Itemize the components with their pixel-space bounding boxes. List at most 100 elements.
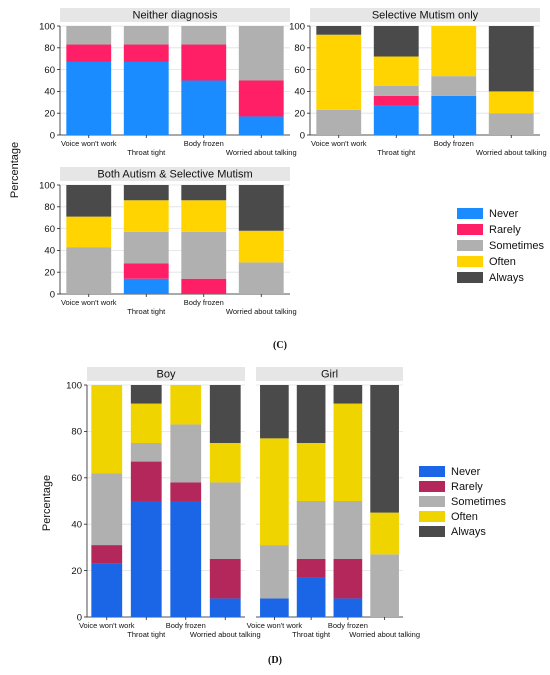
bar-segment-sometimes (123, 26, 169, 45)
x-tick-label: Worried about talking (476, 148, 547, 157)
bar-segment-often (130, 403, 162, 443)
x-tick-label: Worried about talking (349, 630, 420, 639)
bar-segment-sometimes (123, 231, 169, 264)
bar-segment-always (209, 385, 241, 443)
bar-segment-sometimes (181, 26, 227, 45)
legend-label-rarely: Rarely (489, 224, 521, 236)
x-tick-label: Voice won't work (61, 139, 117, 148)
bar-segment-rarely (66, 44, 112, 62)
y-tick-label: 20 (71, 566, 82, 577)
bar-segment-often (370, 512, 399, 555)
bar-segment-often (66, 216, 112, 248)
y-tick-label: 40 (44, 87, 55, 98)
y-tick-label: 100 (66, 380, 82, 391)
bar-segment-never (123, 278, 169, 294)
chart-panel-2: Selective Mutism only 0 20 40 60 80 100 Voice w… (289, 8, 547, 157)
bar-segment-always (123, 185, 169, 201)
y-tick-label: 0 (77, 612, 82, 623)
bar-segment-never (209, 598, 241, 617)
bar-segment-never (170, 501, 202, 617)
bar-segment-never (373, 105, 419, 135)
legend-swatch-often (419, 511, 445, 522)
y-tick-label: 100 (39, 21, 55, 32)
chart-panel-3: Both Autism & Selective Mutism 0 20 40 60 80 1… (39, 167, 297, 316)
bar-segment-sometimes (488, 113, 534, 135)
legend-label-always: Always (451, 526, 486, 538)
figure-d-label: (D) (268, 655, 282, 666)
bar-segment-rarely (130, 461, 162, 501)
x-tick-label: Throat tight (127, 148, 166, 157)
bar-segment-rarely (91, 545, 123, 564)
y-tick-label: 20 (294, 109, 305, 120)
bar-segment-sometimes (260, 545, 289, 599)
bar-segment-sometimes (431, 76, 477, 96)
y-tick-label: 0 (300, 130, 305, 141)
legend-swatch-never (457, 208, 483, 219)
bar-segment-often (209, 443, 241, 483)
bar-segment-never (333, 598, 363, 617)
bar-segment-often (181, 200, 227, 232)
chart-panels: Neither diagnosis 0 20 40 60 80 100 Voice won't… (39, 8, 547, 639)
bar-segment-sometimes (181, 231, 227, 279)
figure-c-ylabel: Percentage (9, 142, 21, 198)
bar-segment-never (431, 95, 477, 135)
legend-swatch-sometimes (419, 496, 445, 507)
x-tick-label: Body frozen (184, 298, 224, 307)
bar-segment-rarely (123, 263, 169, 279)
legend-swatch-sometimes (457, 240, 483, 251)
chart-panel-1: Neither diagnosis 0 20 40 60 80 100 Voice won't… (39, 8, 297, 157)
bar-segment-often (260, 438, 289, 546)
bar-segment-sometimes (296, 501, 326, 559)
y-tick-label: 60 (44, 65, 55, 76)
legend-label-often: Often (451, 511, 478, 523)
bar-segment-rarely (181, 44, 227, 81)
x-tick-label: Throat tight (127, 307, 166, 316)
bar-segment-sometimes (66, 26, 112, 45)
bar-segment-never (260, 598, 289, 617)
y-tick-label: 80 (71, 427, 82, 438)
legend-swatch-never (419, 466, 445, 477)
bar-segment-never (238, 116, 284, 135)
y-tick-label: 0 (50, 130, 55, 141)
figure-d-ylabel: Percentage (41, 475, 53, 531)
y-tick-label: 40 (44, 246, 55, 257)
legend-label-never: Never (489, 208, 519, 220)
bar-segment-rarely (373, 95, 419, 106)
x-tick-label: Worried about talking (226, 148, 297, 157)
y-tick-label: 60 (71, 473, 82, 484)
panel-title: Selective Mutism only (372, 10, 479, 22)
panel-title: Boy (157, 369, 176, 381)
x-tick-label: Worried about talking (190, 630, 261, 639)
x-tick-label: Worried about talking (226, 307, 297, 316)
bar-segment-never (91, 563, 123, 617)
y-tick-label: 80 (294, 43, 305, 54)
bar-segment-sometimes (66, 247, 112, 294)
bar-segment-sometimes (130, 443, 162, 462)
bar-segment-often (316, 34, 362, 110)
panel-header (60, 8, 290, 22)
y-tick-label: 60 (294, 65, 305, 76)
bar-segment-sometimes (91, 473, 123, 546)
figure-d-legend: Never Rarely Sometimes Often Always (419, 466, 507, 538)
bar-segment-rarely (238, 80, 284, 117)
y-tick-label: 20 (44, 109, 55, 120)
panel-header (256, 367, 403, 381)
legend-swatch-always (457, 272, 483, 283)
x-tick-label: Body frozen (166, 621, 206, 630)
bar-segment-often (91, 385, 123, 474)
y-tick-label: 20 (44, 268, 55, 279)
bar-segment-always (370, 385, 399, 513)
figure-c-label: (C) (273, 340, 287, 351)
y-tick-label: 60 (44, 224, 55, 235)
bar-segment-rarely (333, 559, 363, 599)
legend-label-rarely: Rarely (451, 481, 483, 493)
bar-segment-often (488, 91, 534, 114)
bar-segment-rarely (170, 482, 202, 501)
legend-swatch-rarely (457, 224, 483, 235)
bar-segment-never (66, 61, 112, 135)
x-tick-label: Body frozen (184, 139, 224, 148)
bar-segment-always (373, 26, 419, 57)
y-tick-label: 80 (44, 43, 55, 54)
